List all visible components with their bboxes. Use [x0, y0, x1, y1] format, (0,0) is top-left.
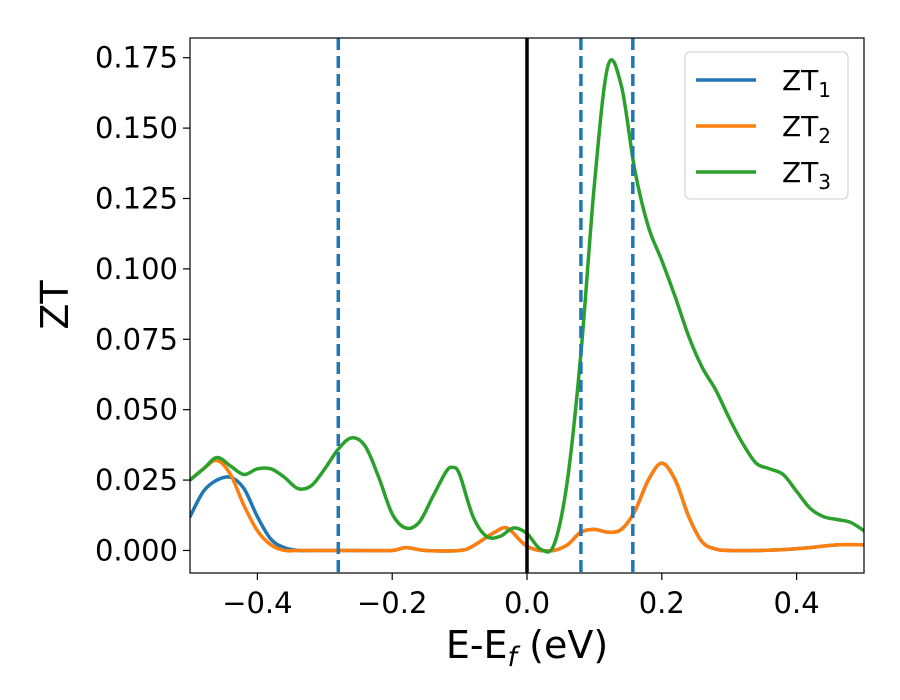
series-line-zt3: [190, 58, 864, 554]
legend-label: ZT3: [782, 156, 831, 194]
y-tick-label: 0.125: [95, 182, 178, 216]
x-tick-label: 0.2: [639, 586, 685, 620]
y-axis: 0.000 0.025 0.050 0.075 0.100 0.125 0.150 0.175: [95, 41, 190, 567]
legend-label: ZT1: [782, 64, 831, 102]
y-axis-label: ZT: [33, 280, 77, 330]
legend: ZT1 ZT2 ZT3: [684, 51, 849, 200]
y-tick-label: 0.100: [95, 252, 178, 286]
series-line-zt2: [190, 458, 864, 553]
x-axis-label: E-Ef (eV): [446, 623, 608, 673]
y-tick-label: 0.075: [95, 322, 178, 356]
plot-area: [190, 38, 864, 573]
y-tick-label: 0.025: [95, 463, 178, 497]
y-tick-label: 0.150: [95, 111, 178, 145]
legend-frame: [684, 51, 849, 200]
legend-entry-zt1: ZT1: [696, 64, 831, 102]
y-tick-label: 0.175: [95, 41, 178, 75]
y-tick-label: 0.000: [95, 533, 178, 567]
legend-entry-zt3: ZT3: [696, 156, 831, 194]
x-tick-label: 0.4: [774, 586, 820, 620]
x-axis: −0.4 −0.2 0.0 0.2 0.4: [222, 573, 820, 620]
x-tick-label: −0.2: [357, 586, 427, 620]
x-tick-label: 0.0: [504, 586, 550, 620]
y-tick-label: 0.050: [95, 393, 178, 427]
legend-entry-zt2: ZT2: [696, 110, 831, 148]
legend-label: ZT2: [782, 110, 831, 148]
x-tick-label: −0.4: [222, 586, 292, 620]
